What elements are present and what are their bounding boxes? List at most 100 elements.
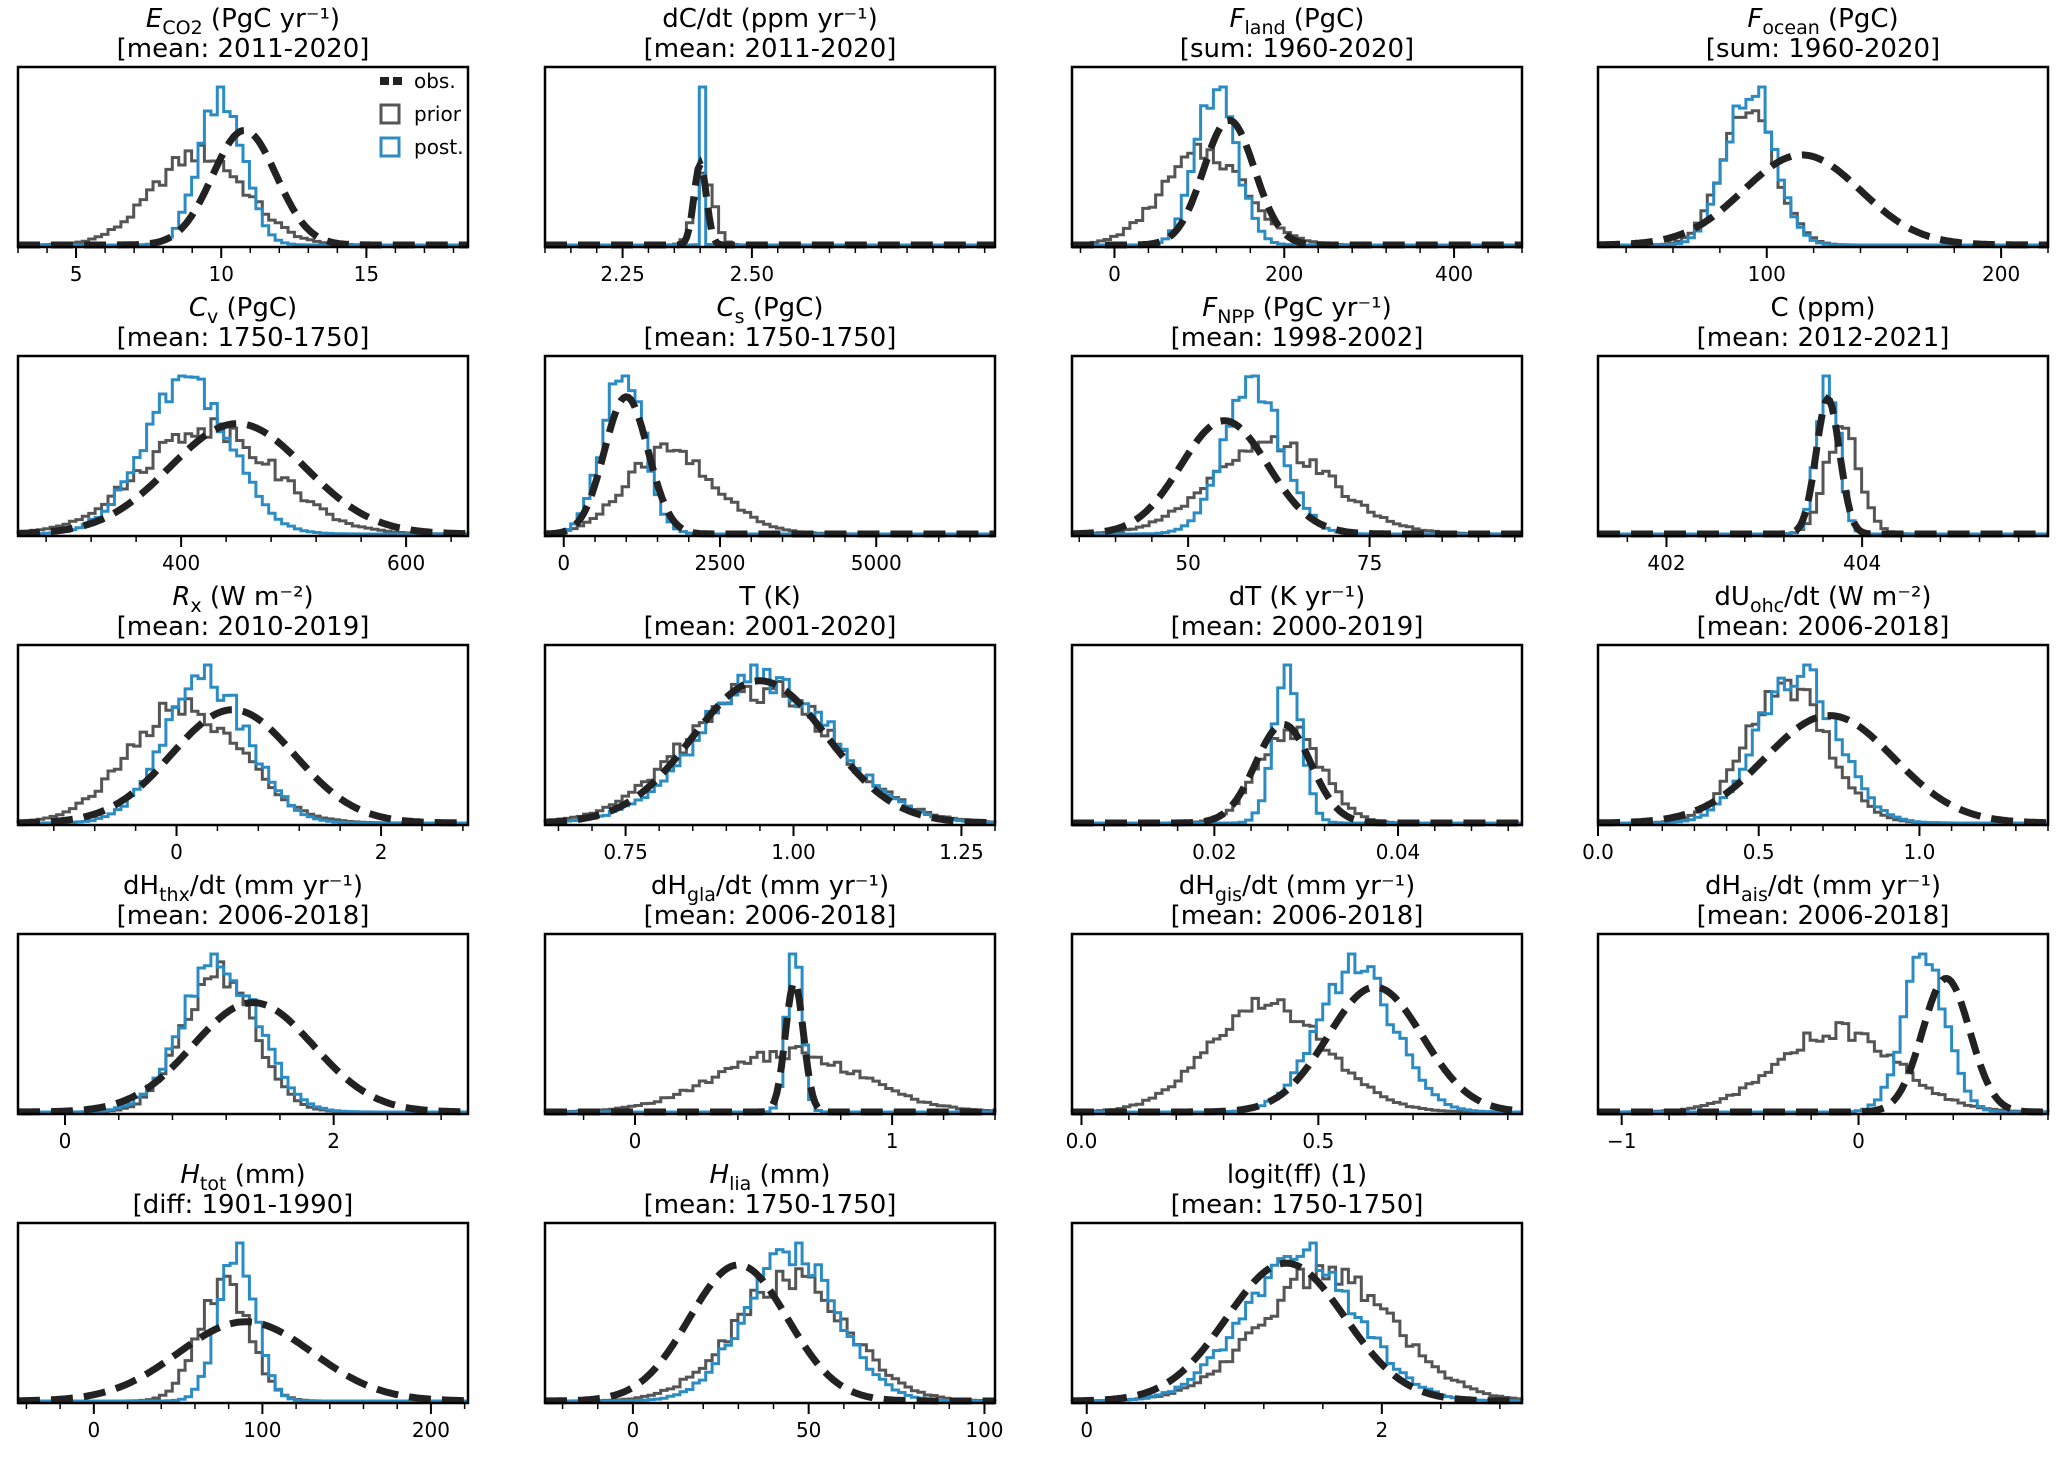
x-tick-label: 1.25 <box>939 840 984 864</box>
panel-frame <box>543 932 997 1116</box>
panel-frame <box>1596 643 2050 827</box>
panel-frame <box>543 354 997 538</box>
x-tick-label: 400 <box>162 551 200 575</box>
prior-histogram <box>543 442 995 536</box>
posterior-histogram <box>1072 663 1522 825</box>
legend-label-obs: obs. <box>414 69 456 93</box>
obs-gaussian-curve <box>18 420 469 538</box>
x-tick-label: 200 <box>1982 262 2020 286</box>
panel-title: T (K) <box>738 582 801 612</box>
panel-subtitle: [mean: 2011-2020] <box>644 34 897 64</box>
prior-histogram <box>18 1274 468 1403</box>
x-tick-label: 0 <box>627 1418 640 1442</box>
obs-gaussian-curve <box>1072 1259 1523 1405</box>
posterior-histogram <box>543 374 995 536</box>
obs-gaussian-curve <box>545 155 995 249</box>
panel-title: dHais/dt (mm yr⁻¹) <box>1705 871 1941 906</box>
panel-frame <box>543 643 997 827</box>
panel-title: Rx (W m⁻²) <box>172 582 313 617</box>
panel-frame <box>16 354 470 538</box>
legend-label-prior: prior <box>414 102 462 126</box>
panel-subtitle: [mean: 2010-2019] <box>117 612 370 642</box>
x-tick-label: 0 <box>59 1129 72 1153</box>
panel-subtitle: [mean: 2001-2020] <box>644 612 897 642</box>
x-tick-label: 2.50 <box>730 262 775 286</box>
panel-frame <box>1070 1221 1524 1405</box>
x-tick-label: 402 <box>1647 551 1685 575</box>
x-tick-label: 15 <box>354 262 379 286</box>
legend-label-post: post. <box>414 135 464 159</box>
panel-frame <box>543 65 997 249</box>
obs-gaussian-curve <box>1598 151 2048 249</box>
histogram-panel-18: 0 50 100 Hlia (mm)[mean: 1750-1750] <box>543 1160 1004 1442</box>
panel-subtitle: [mean: 1750-1750] <box>644 1190 897 1220</box>
x-tick-label: 2.25 <box>600 262 645 286</box>
histogram-panel-6: 0 2500 5000 Cs (PgC)[mean: 1750-1750] <box>543 293 997 575</box>
x-tick-label: 2 <box>375 840 388 864</box>
x-tick-label: 0.0 <box>1066 1129 1098 1153</box>
x-tick-label: 0.02 <box>1192 840 1237 864</box>
x-tick-label: 0.5 <box>1302 1129 1334 1153</box>
x-tick-label: 0 <box>557 551 570 575</box>
histogram-panel-15: 0.0 0.5 dHgis/dt (mm yr⁻¹)[mean: 2006-2018… <box>1066 871 1524 1153</box>
panel-frame <box>1070 643 1524 827</box>
panel-subtitle: [mean: 2006-2018] <box>117 901 370 931</box>
x-tick-label: 50 <box>1175 551 1200 575</box>
panel-subtitle: [mean: 1998-2002] <box>1171 323 1424 353</box>
histogram-panel-2: 2.25 2.50 dC/dt (ppm yr⁻¹)[mean: 2011-2020… <box>543 4 997 286</box>
obs-gaussian-curve <box>17 706 468 827</box>
panel-frame <box>1070 932 1524 1116</box>
panel-title: Fland (PgC) <box>1230 4 1365 39</box>
panel-subtitle: [sum: 1960-2020] <box>1706 34 1940 64</box>
panel-title: dC/dt (ppm yr⁻¹) <box>662 4 878 34</box>
obs-gaussian-curve <box>544 393 995 538</box>
panel-subtitle: [mean: 2006-2018] <box>1697 901 1950 931</box>
prior-histogram <box>545 1267 997 1403</box>
posterior-histogram <box>1598 85 2048 247</box>
obs-gaussian-curve <box>1071 417 1522 538</box>
obs-gaussian-curve <box>1072 983 1523 1116</box>
panel-frame <box>1070 65 1524 249</box>
histogram-panel-17: 0 100 200 Htot (mm)[diff: 1901-1990] <box>16 1160 470 1442</box>
obs-gaussian-curve <box>1598 394 2048 538</box>
histogram-panel-5: 400 600 Cv (PgC)[mean: 1750-1750] <box>16 293 470 575</box>
posterior-histogram <box>543 663 997 824</box>
panel-title: FNPP (PgC yr⁻¹) <box>1202 293 1392 328</box>
x-tick-label: 0 <box>629 1129 642 1153</box>
posterior-histogram <box>545 1241 995 1403</box>
posterior-histogram <box>18 1241 468 1403</box>
histogram-panel-14: 0 1 dHgla/dt (mm yr⁻¹)[mean: 2006-2018] <box>543 871 997 1153</box>
x-tick-label: 400 <box>1435 262 1473 286</box>
posterior-histogram <box>545 85 995 247</box>
histogram-panel-11: 0.02 0.04 dT (K yr⁻¹)[mean: 2000-2019] <box>1070 582 1524 864</box>
posterior-histogram <box>1598 663 2048 825</box>
obs-gaussian-curve <box>544 677 995 827</box>
posterior-histogram <box>1072 952 1522 1114</box>
x-tick-label: 100 <box>965 1418 1003 1442</box>
x-tick-label: 50 <box>796 1418 821 1442</box>
x-tick-label: 2 <box>327 1129 340 1153</box>
histogram-panel-1: 5 10 15 ECO2 (PgC yr⁻¹)[mean: 2011-2020] obs… <box>16 4 470 286</box>
histogram-panel-4: 100 200 Focean (PgC)[sum: 1960-2020] <box>1596 4 2050 286</box>
x-tick-label: 0.75 <box>603 840 648 864</box>
x-tick-label: 1.0 <box>1904 840 1936 864</box>
panel-subtitle: [mean: 2006-2018] <box>1697 612 1950 642</box>
panel-title: Htot (mm) <box>180 1160 305 1195</box>
histogram-panel-19: 0 2 logit(ff) (1)[mean: 1750-1750] <box>1070 1160 1524 1442</box>
panel-title: dHgis/dt (mm yr⁻¹) <box>1179 871 1415 906</box>
x-tick-label: 2 <box>1375 1418 1388 1442</box>
histogram-panel-8: 402 404 C (ppm)[mean: 2012-2021] <box>1596 293 2050 575</box>
histogram-panel-3: 0 200 400 Fland (PgC)[sum: 1960-2020] <box>1070 4 1524 286</box>
x-tick-label: 2500 <box>695 551 746 575</box>
prior-histogram <box>1072 725 1522 825</box>
posterior-histogram <box>16 374 468 536</box>
panel-title: Focean (PgC) <box>1747 4 1898 39</box>
obs-gaussian-curve <box>1598 974 2048 1116</box>
x-tick-label: −1 <box>1607 1129 1636 1153</box>
panel-subtitle: [mean: 2006-2018] <box>1171 901 1424 931</box>
panel-title: C (ppm) <box>1770 293 1875 323</box>
posterior-histogram <box>1072 1241 1524 1403</box>
panel-subtitle: [mean: 1750-1750] <box>1171 1190 1424 1220</box>
panel-title: Cs (PgC) <box>717 293 824 328</box>
